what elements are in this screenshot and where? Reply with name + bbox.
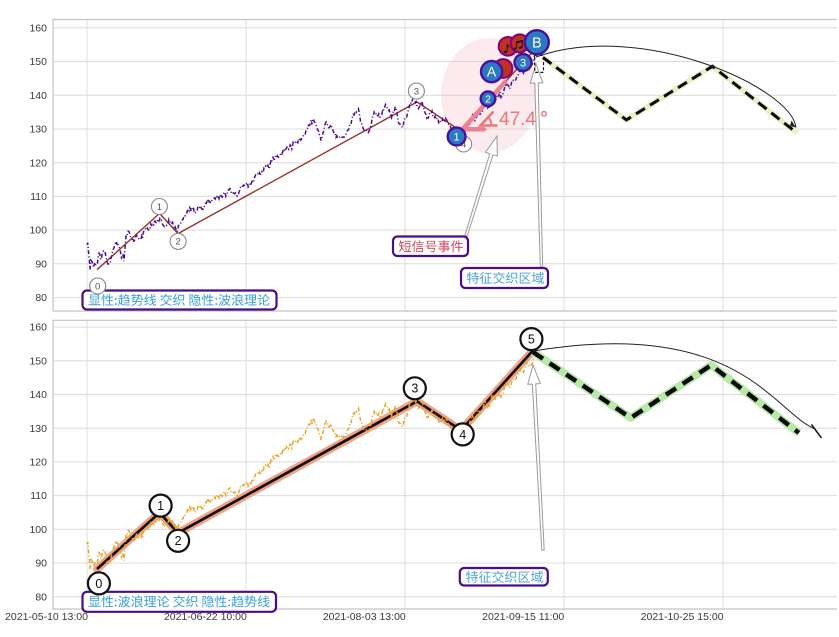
svg-text:150: 150 [29,56,47,68]
svg-text:2021-10-25 15:00: 2021-10-25 15:00 [641,611,724,623]
svg-text:1: 1 [157,499,164,513]
svg-text:2: 2 [175,237,180,248]
svg-text:90: 90 [35,558,47,570]
svg-text:120: 120 [29,457,47,469]
svg-text:100: 100 [29,225,47,237]
svg-text:160: 160 [29,322,47,334]
svg-text:4: 4 [461,139,466,150]
svg-text:3: 3 [411,382,418,396]
svg-text:2: 2 [485,93,491,105]
svg-text:80: 80 [35,292,47,304]
svg-text:140: 140 [29,90,47,102]
svg-text:3: 3 [414,86,419,97]
svg-text:2: 2 [175,534,182,548]
svg-text:150: 150 [29,355,47,367]
svg-text:2021-06-22 10:00: 2021-06-22 10:00 [164,611,247,623]
svg-text:120: 120 [29,157,47,169]
svg-text:2021-05-10 13:00: 2021-05-10 13:00 [5,611,88,623]
svg-text:5: 5 [528,333,535,347]
svg-text:1: 1 [157,202,162,213]
svg-text:110: 110 [30,191,47,203]
svg-text:140: 140 [29,389,47,401]
svg-text:130: 130 [29,124,47,136]
svg-text:1: 1 [454,131,460,143]
svg-text:80: 80 [35,591,47,603]
svg-text:A: A [487,64,497,80]
svg-text:2021-08-03 13:00: 2021-08-03 13:00 [323,611,406,623]
svg-text:110: 110 [30,490,47,502]
svg-text:0: 0 [95,577,102,591]
svg-text:0: 0 [95,281,100,292]
svg-text:2021-09-15 11:00: 2021-09-15 11:00 [482,611,564,623]
svg-text:90: 90 [35,258,47,270]
svg-text:100: 100 [29,524,47,536]
svg-text:3: 3 [520,57,526,69]
svg-text:160: 160 [29,22,47,34]
svg-text:B: B [532,35,542,51]
svg-text:4: 4 [459,428,466,442]
svg-text:47.4: 47.4 [499,109,536,130]
svg-text:130: 130 [29,423,47,435]
